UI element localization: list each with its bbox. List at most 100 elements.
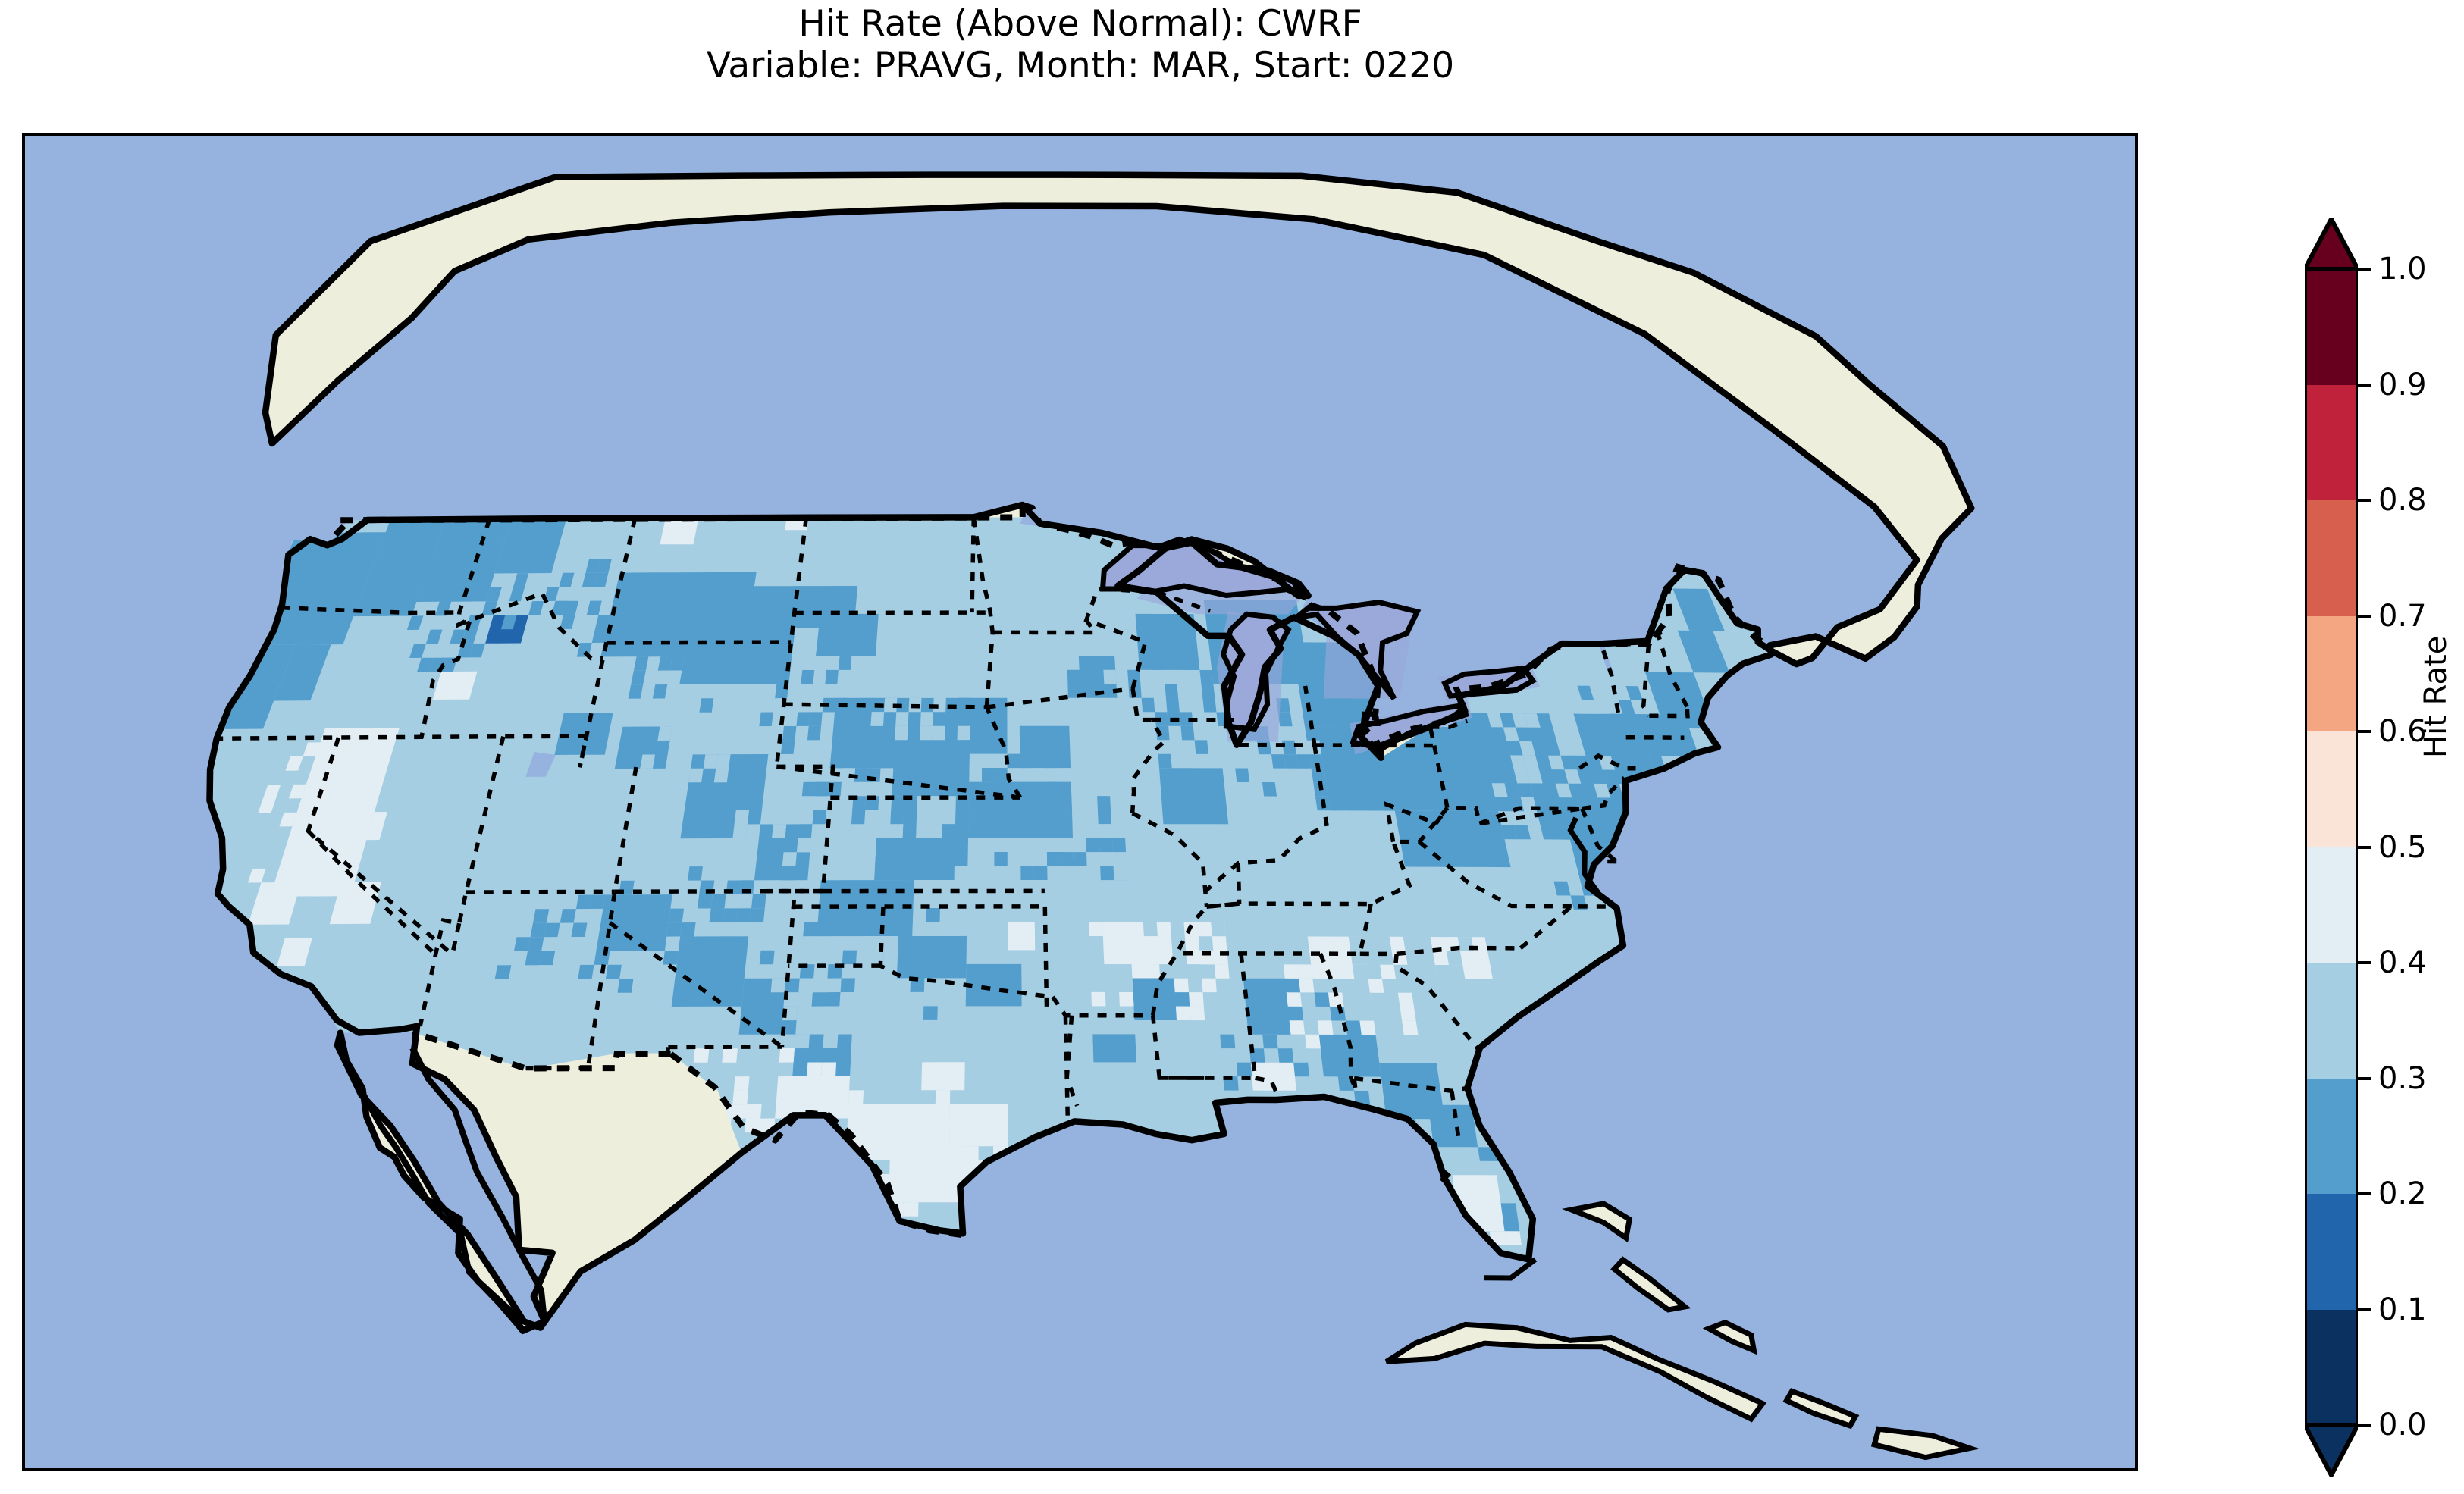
data-cell [951,1019,966,1035]
data-cell [1594,741,1611,756]
data-cell [1449,825,1466,839]
data-cell [1236,1062,1252,1077]
data-cell [1517,783,1534,797]
data-cell [497,825,514,840]
colorbar-band[interactable] [2305,1078,2358,1194]
data-cell [1402,1020,1419,1035]
colorbar-band[interactable] [2305,384,2358,500]
data-cell [370,812,387,826]
data-cell [909,684,923,698]
data-cell [1485,1203,1503,1217]
colorbar-band[interactable] [2305,847,2358,963]
data-cell [1007,810,1020,825]
data-cell [858,908,873,922]
colorbar-band[interactable] [2305,269,2358,385]
data-cell [1353,1090,1371,1105]
map-canvas[interactable] [25,136,2135,1468]
data-cell [525,951,542,966]
data-cell [845,908,860,922]
colorbar-band[interactable] [2305,963,2358,1079]
data-cell [745,1118,760,1133]
data-cell [353,825,371,841]
colorbar-tick-mark [2358,614,2371,618]
colorbar-band[interactable] [2305,1194,2358,1310]
data-cell [1512,713,1528,728]
data-cell [1263,908,1279,922]
data-cell [538,951,556,966]
data-cell [1197,922,1212,937]
data-cell [1250,1062,1296,1091]
data-cell [1286,992,1303,1007]
colorbar-band[interactable] [2305,731,2358,847]
map-panel[interactable] [22,133,2138,1471]
data-cell [628,684,644,699]
data-cell [449,713,466,728]
data-cell [593,572,609,587]
data-cell [1345,1020,1362,1035]
data-cell [1101,628,1114,642]
data-cell [1021,1019,1036,1035]
state-border [1450,1090,1462,1142]
data-cell [437,713,453,728]
island-coastline [1610,1256,1691,1313]
data-cell [528,601,544,615]
data-cell [554,713,613,755]
data-cell [1262,782,1277,797]
data-cell [1400,1007,1416,1021]
data-cell [994,781,1008,797]
data-cell [1547,755,1565,770]
data-cell [1311,768,1326,783]
data-cell [1103,669,1117,684]
data-cell [416,517,513,602]
colorbar-tick-label: 0.1 [2378,1292,2427,1327]
data-cell [1544,699,1562,714]
state-border [776,764,1020,800]
data-cell [719,936,735,951]
data-cell [1033,824,1047,838]
data-cell [786,810,801,825]
international-border [324,504,1026,547]
data-cell [380,532,397,547]
data-grid-layer [209,505,1772,1260]
data-cell [285,756,303,771]
state-border [578,517,638,768]
data-cell [1487,713,1503,728]
data-cell [1466,909,1482,923]
colorbar-band[interactable] [2305,500,2358,616]
data-cell [920,725,933,741]
data-cell [1314,992,1331,1007]
colorbar[interactable]: 1.0 0.9 0.8 0.7 0.6 0.5 0.4 0.3 0.2 0.1 0.0 Hit Ra… [2263,114,2464,1477]
colorbar-bands[interactable] [2305,269,2358,1425]
colorbar-band[interactable] [2305,1309,2358,1425]
data-cell [876,1132,892,1147]
data-cell [923,1006,938,1020]
data-cell [1650,686,1667,700]
data-cell [709,908,725,922]
data-cell [1519,741,1536,756]
data-cell [880,753,895,769]
data-cell [585,559,600,573]
data-cell [1500,769,1518,784]
colorbar-band[interactable] [2305,615,2358,731]
lake-polygon [1393,409,1412,425]
data-cell [1333,1034,1350,1049]
data-cell [949,1104,1008,1147]
data-cell [817,922,832,937]
data-cell [1309,754,1324,769]
data-cell [1007,641,1019,656]
data-cell [716,670,730,684]
state-border [992,619,1099,635]
data-cell [1346,922,1362,937]
data-cell [1550,811,1566,826]
data-cell [1577,685,1594,700]
data-cell [528,937,544,951]
data-cell [563,825,578,839]
data-cell [1150,656,1164,670]
data-cell [417,783,434,798]
data-cell [1327,880,1343,895]
data-cell [1334,936,1351,951]
data-cell [1259,866,1274,881]
data-cell [426,559,443,575]
data-cell [1155,712,1169,726]
data-cell [425,755,442,770]
